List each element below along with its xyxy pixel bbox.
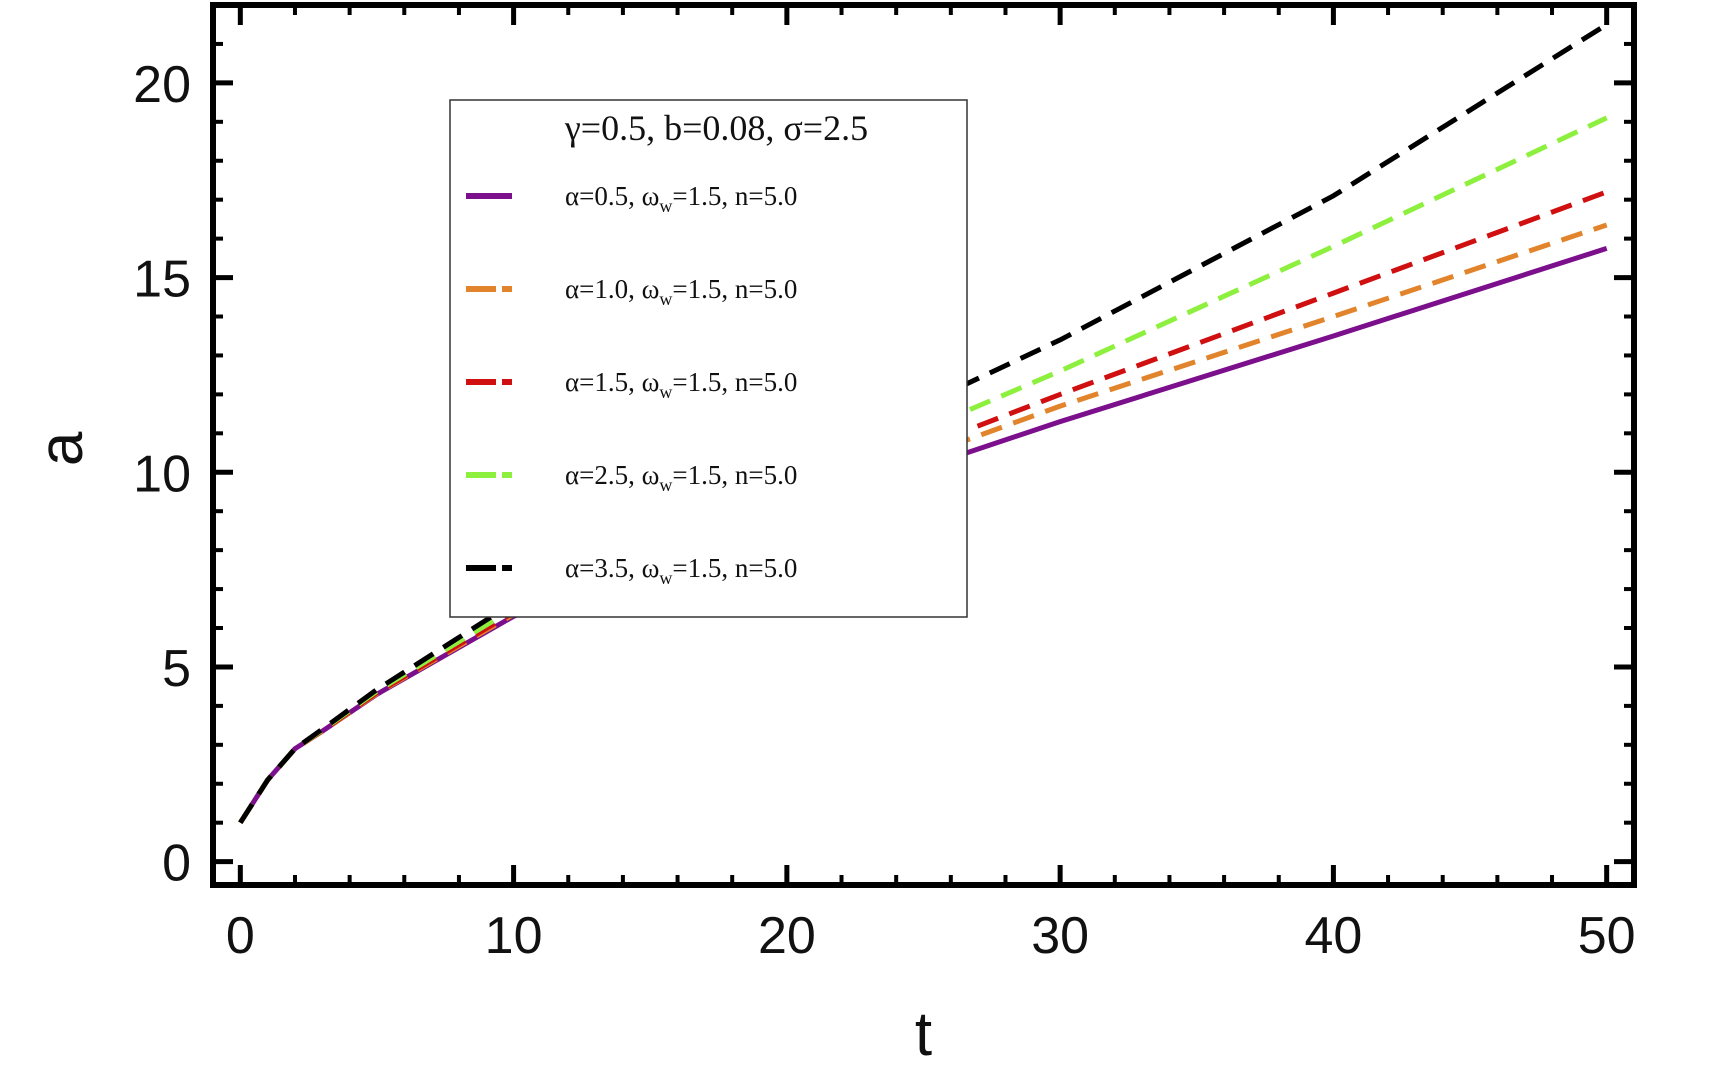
legend-title: γ=0.5, b=0.08, σ=2.5 — [564, 108, 868, 148]
x-tick-label: 50 — [1578, 907, 1636, 965]
x-tick-label: 10 — [485, 907, 543, 965]
plot-frame — [210, 2, 1637, 888]
y-tick-label: 5 — [162, 640, 191, 698]
x-tick-label: 30 — [1031, 907, 1089, 965]
legend-label-4: α=2.5, ωw=1.5, n=5.0 — [565, 460, 797, 495]
y-tick-label: 0 — [162, 835, 191, 893]
x-axis-label: t — [915, 1000, 932, 1069]
series-line-5 — [238, 22, 1609, 825]
y-axis-label: a — [27, 431, 96, 466]
y-tick-label: 10 — [133, 445, 191, 503]
tick-labels-layer: 0 10 20 30 40 50 0 5 10 15 20 — [133, 56, 1635, 965]
legend-box — [449, 99, 968, 618]
y-tick-label: 20 — [133, 56, 191, 114]
legend-label-3: α=1.5, ωw=1.5, n=5.0 — [565, 367, 797, 402]
series-layer — [238, 22, 1609, 825]
y-tick-label: 15 — [133, 251, 191, 309]
x-tick-label: 0 — [226, 907, 255, 965]
legend-entries: α=0.5, ωw=1.5, n=5.0 α=1.0, ωw=1.5, n=5.0… — [466, 181, 797, 588]
legend: γ=0.5, b=0.08, σ=2.5 α=0.5, ωw=1.5, n=5.… — [449, 99, 968, 618]
legend-label-2: α=1.0, ωw=1.5, n=5.0 — [565, 274, 797, 309]
x-tick-label: 40 — [1304, 907, 1362, 965]
legend-label-1: α=0.5, ωw=1.5, n=5.0 — [565, 181, 797, 216]
x-tick-label: 20 — [758, 907, 816, 965]
legend-label-5: α=3.5, ωw=1.5, n=5.0 — [565, 553, 797, 588]
